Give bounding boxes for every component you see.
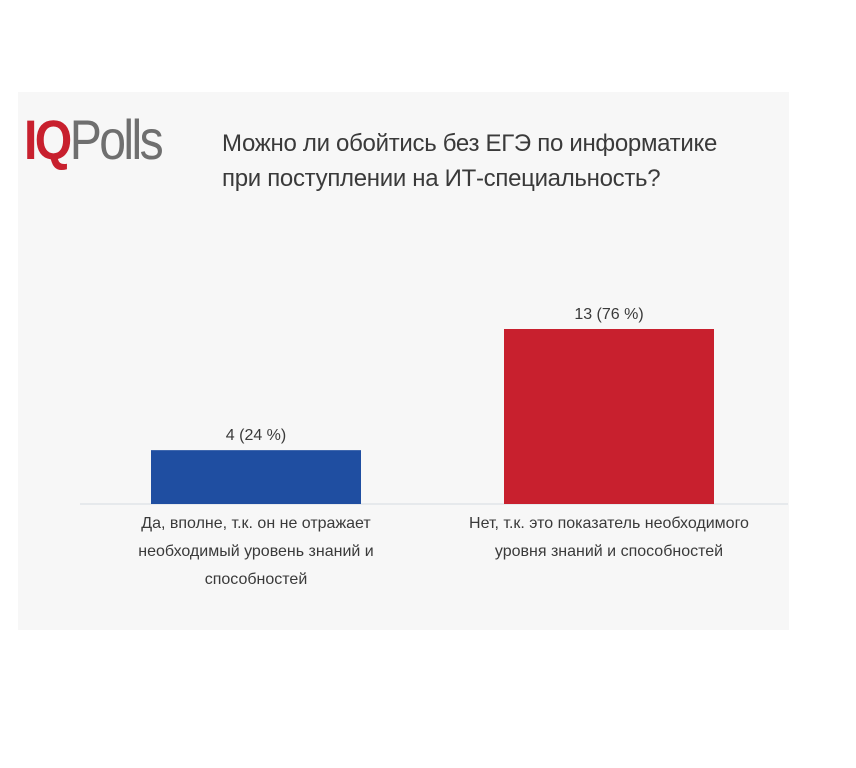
category-label-1-line-1: Да, вполне, т.к. он не отражает: [141, 515, 371, 532]
data-label-1: 4 (24 %): [226, 427, 286, 444]
bar-2: [504, 329, 714, 504]
iqpolls-logo: IQPolls: [24, 108, 164, 171]
logo-iq-text: IQ: [24, 108, 72, 171]
bar-chart: 4 (24 %) Да, вполне, т.к. он не отражает н…: [80, 306, 788, 588]
bar-1: [151, 450, 361, 504]
poll-card: IQPolls Можно ли обойтись без ЕГЭ по инф…: [18, 92, 789, 630]
category-label-1: Да, вполне, т.к. он не отражает необходим…: [138, 515, 373, 588]
data-label-2: 13 (76 %): [574, 306, 643, 323]
category-label-1-line-2: необходимый уровень знаний и: [138, 543, 373, 560]
category-label-1-line-3: способностей: [205, 571, 308, 588]
category-label-2-line-1: Нет, т.к. это показатель необходимого: [469, 515, 749, 532]
chart-title: Можно ли обойтись без ЕГЭ по информатике…: [222, 130, 718, 192]
logo-polls-text: Polls: [69, 108, 164, 171]
category-label-2-line-2: уровня знаний и способностей: [495, 543, 723, 560]
category-label-2: Нет, т.к. это показатель необходимого уро…: [469, 515, 749, 560]
